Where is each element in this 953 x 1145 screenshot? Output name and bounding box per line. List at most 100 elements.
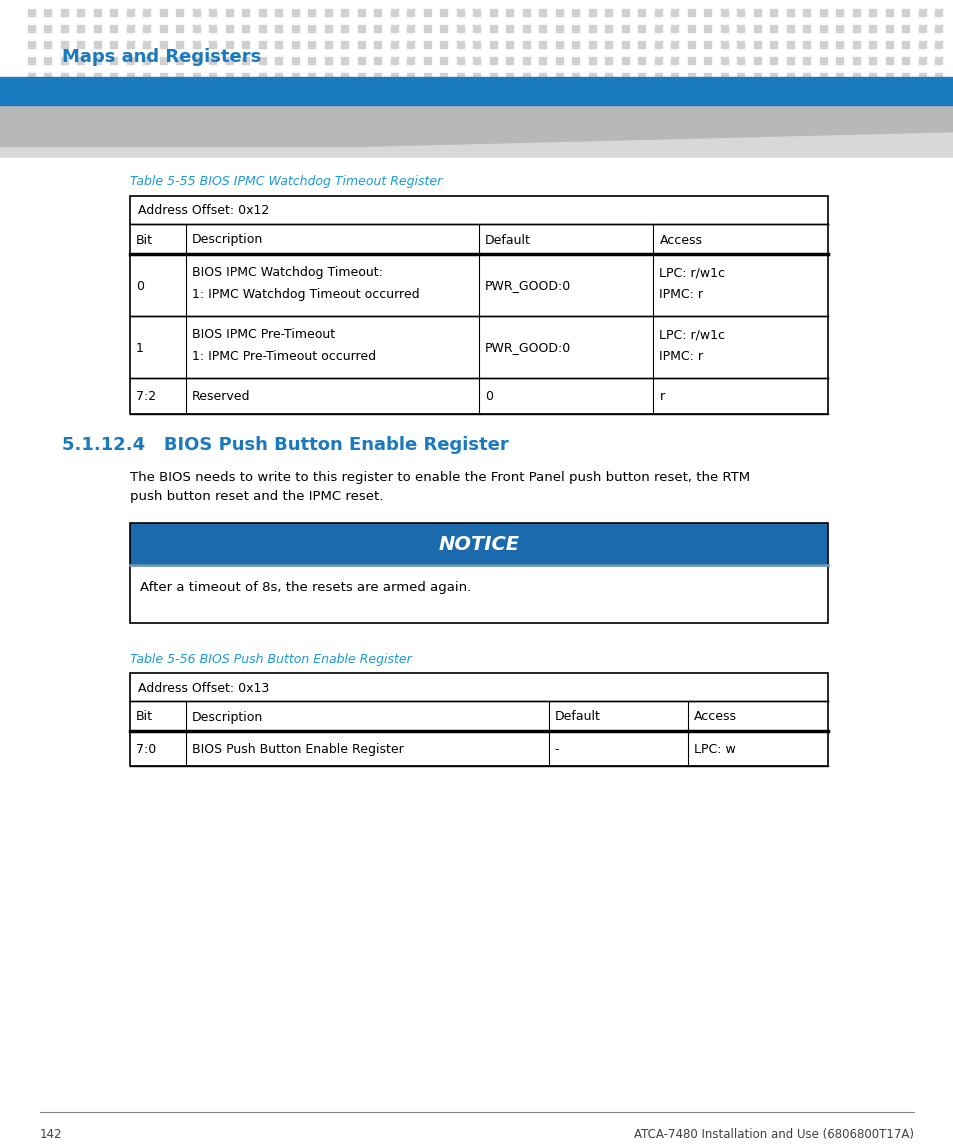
Bar bbox=[341, 25, 348, 32]
Bar bbox=[720, 41, 727, 48]
Bar bbox=[753, 73, 760, 80]
Bar bbox=[193, 41, 200, 48]
Bar bbox=[391, 73, 397, 80]
Bar bbox=[407, 9, 414, 16]
Bar bbox=[111, 25, 117, 32]
Bar bbox=[77, 89, 85, 96]
Bar bbox=[852, 73, 859, 80]
Bar bbox=[572, 9, 578, 16]
Bar bbox=[456, 57, 463, 64]
Bar bbox=[440, 9, 447, 16]
Bar bbox=[130, 731, 827, 766]
Bar bbox=[176, 57, 183, 64]
Text: NOTICE: NOTICE bbox=[438, 536, 519, 554]
Bar bbox=[720, 57, 727, 64]
Bar bbox=[522, 41, 530, 48]
Text: 1: 1 bbox=[136, 341, 144, 355]
Bar bbox=[127, 41, 133, 48]
Bar bbox=[918, 57, 925, 64]
Text: Reserved: Reserved bbox=[192, 390, 250, 403]
Bar bbox=[506, 41, 513, 48]
Bar bbox=[655, 9, 661, 16]
Bar bbox=[77, 57, 85, 64]
Bar bbox=[770, 57, 777, 64]
Bar bbox=[308, 41, 315, 48]
Bar bbox=[193, 57, 200, 64]
Bar bbox=[143, 89, 151, 96]
Bar bbox=[902, 57, 908, 64]
Bar bbox=[127, 89, 133, 96]
Bar bbox=[127, 57, 133, 64]
Bar bbox=[407, 73, 414, 80]
Text: BIOS Push Button Enable Register: BIOS Push Button Enable Register bbox=[192, 743, 403, 756]
Bar bbox=[868, 41, 876, 48]
Bar bbox=[143, 25, 151, 32]
Bar bbox=[160, 73, 167, 80]
Bar bbox=[572, 25, 578, 32]
Bar bbox=[902, 9, 908, 16]
Bar bbox=[820, 41, 826, 48]
Bar bbox=[671, 89, 678, 96]
Bar bbox=[226, 41, 233, 48]
Bar bbox=[918, 41, 925, 48]
Bar bbox=[226, 73, 233, 80]
Bar bbox=[918, 9, 925, 16]
Bar bbox=[802, 73, 810, 80]
Bar bbox=[375, 41, 381, 48]
Bar bbox=[440, 89, 447, 96]
Bar bbox=[671, 41, 678, 48]
Bar bbox=[357, 57, 365, 64]
Bar bbox=[671, 73, 678, 80]
Bar bbox=[621, 25, 628, 32]
Bar bbox=[325, 41, 332, 48]
Bar bbox=[61, 9, 68, 16]
Bar bbox=[325, 25, 332, 32]
Bar bbox=[703, 25, 711, 32]
Bar bbox=[456, 89, 463, 96]
Bar bbox=[621, 41, 628, 48]
Text: Access: Access bbox=[694, 711, 737, 724]
Bar bbox=[375, 9, 381, 16]
Bar bbox=[226, 89, 233, 96]
Bar bbox=[357, 25, 365, 32]
Bar bbox=[45, 73, 51, 80]
Polygon shape bbox=[0, 133, 953, 157]
Bar bbox=[160, 25, 167, 32]
Bar bbox=[539, 9, 546, 16]
Bar bbox=[770, 25, 777, 32]
Bar bbox=[61, 73, 68, 80]
Text: Description: Description bbox=[192, 234, 263, 246]
Bar bbox=[621, 89, 628, 96]
Bar bbox=[130, 673, 827, 701]
Bar bbox=[375, 73, 381, 80]
Bar bbox=[737, 25, 743, 32]
Bar bbox=[391, 9, 397, 16]
Bar bbox=[655, 41, 661, 48]
Bar bbox=[440, 25, 447, 32]
Bar bbox=[258, 73, 266, 80]
Bar bbox=[770, 73, 777, 80]
Bar bbox=[375, 57, 381, 64]
Bar bbox=[703, 41, 711, 48]
Bar bbox=[588, 89, 596, 96]
Bar bbox=[176, 9, 183, 16]
Text: Default: Default bbox=[555, 711, 600, 724]
Bar bbox=[918, 89, 925, 96]
Bar bbox=[852, 9, 859, 16]
Bar bbox=[638, 41, 645, 48]
Bar bbox=[28, 73, 35, 80]
Bar bbox=[852, 57, 859, 64]
Bar bbox=[423, 9, 431, 16]
Bar bbox=[753, 25, 760, 32]
Bar bbox=[258, 25, 266, 32]
Bar bbox=[375, 25, 381, 32]
Bar bbox=[258, 41, 266, 48]
Bar bbox=[868, 57, 876, 64]
Bar bbox=[638, 73, 645, 80]
Bar bbox=[885, 89, 892, 96]
Bar bbox=[130, 196, 827, 224]
Bar bbox=[902, 89, 908, 96]
Bar bbox=[588, 9, 596, 16]
Bar bbox=[308, 73, 315, 80]
Bar bbox=[935, 25, 942, 32]
